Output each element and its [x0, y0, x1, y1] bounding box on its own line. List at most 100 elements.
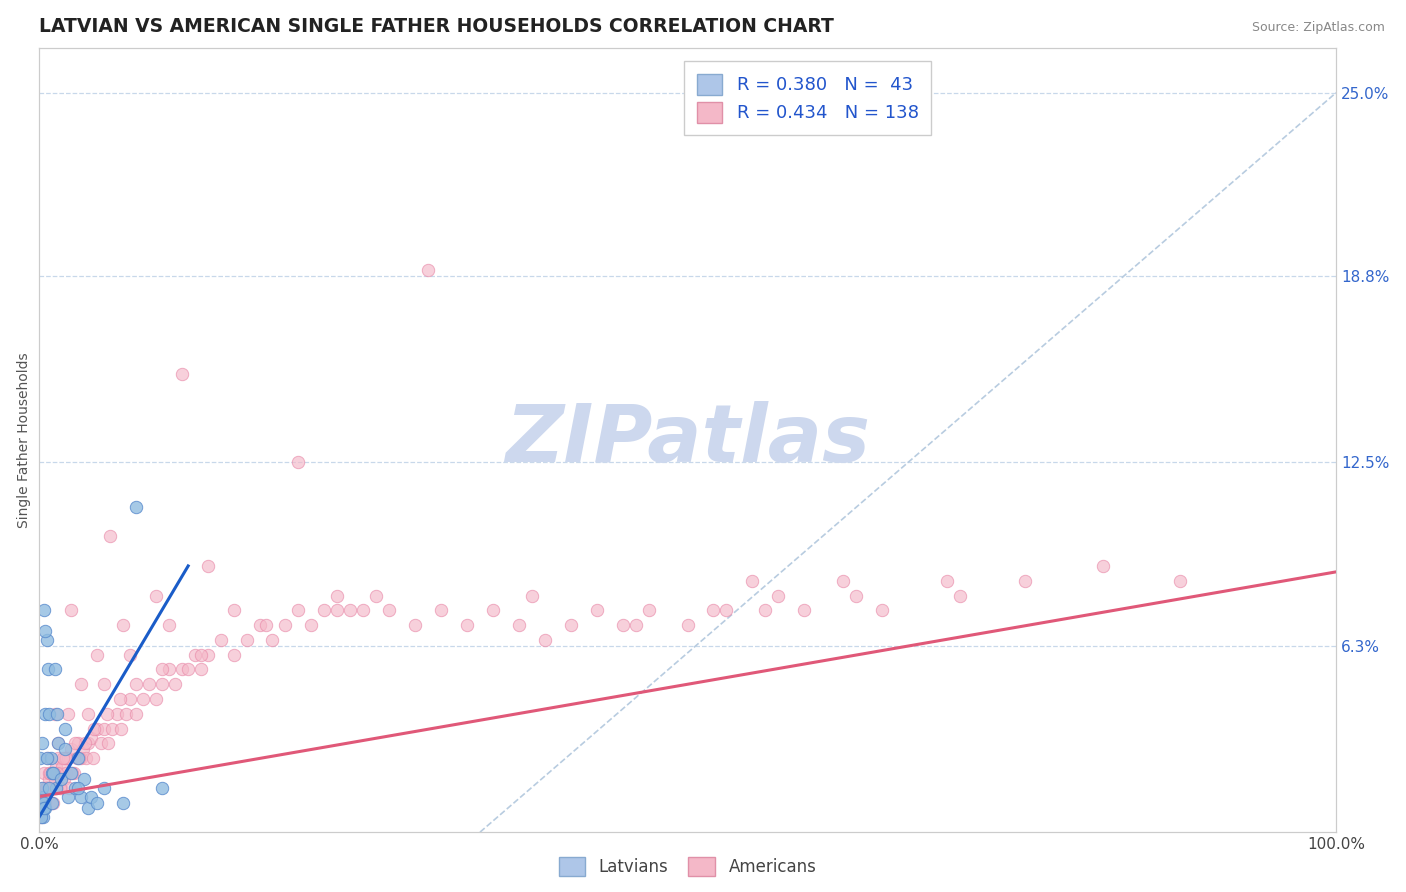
Point [34, 801, 56, 815]
Point [45, 780, 67, 795]
Point [86, 796, 108, 810]
Point [870, 603, 893, 617]
Point [80, 731, 103, 745]
Point [41, 796, 63, 810]
Point [110, 722, 132, 736]
Point [112, 796, 135, 810]
Point [44, 663, 66, 677]
Text: LATVIAN VS AMERICAN SINGLE FATHER HOUSEHOLDS CORRELATION CHART: LATVIAN VS AMERICAN SINGLE FATHER HOUSEH… [39, 17, 834, 36]
Point [287, 455, 309, 469]
Point [75, 751, 97, 765]
Point [222, 603, 245, 617]
Point [63, 736, 86, 750]
Point [326, 589, 349, 603]
Point [34, 624, 56, 638]
Point [612, 618, 634, 632]
Point [118, 648, 141, 662]
Point [32, 796, 55, 810]
Point [31, 801, 53, 815]
Point [49, 780, 72, 795]
Point [793, 603, 815, 617]
Point [845, 589, 868, 603]
Point [936, 574, 959, 588]
Point [82, 751, 104, 765]
Point [702, 603, 724, 617]
Point [235, 632, 257, 647]
Point [93, 677, 115, 691]
Point [32, 801, 55, 815]
Point [48, 736, 70, 750]
Point [93, 780, 115, 795]
Point [520, 589, 543, 603]
Point [170, 367, 193, 381]
Point [83, 722, 105, 736]
Point [768, 589, 790, 603]
Point [115, 706, 138, 721]
Point [67, 751, 90, 765]
Point [145, 589, 167, 603]
Point [98, 529, 121, 543]
Point [90, 736, 112, 750]
Point [1170, 574, 1192, 588]
Point [32, 796, 55, 810]
Point [108, 692, 131, 706]
Point [177, 663, 200, 677]
Point [73, 772, 96, 786]
Point [34, 706, 56, 721]
Point [60, 766, 83, 780]
Point [53, 751, 76, 765]
Point [314, 603, 336, 617]
Point [150, 663, 173, 677]
Point [35, 751, 58, 765]
Point [637, 603, 659, 617]
Point [157, 663, 180, 677]
Point [53, 722, 76, 736]
Point [418, 263, 440, 277]
Point [77, 736, 100, 750]
Point [190, 663, 212, 677]
Legend: Latvians, Americans: Latvians, Americans [553, 850, 823, 882]
Point [56, 789, 79, 804]
Point [52, 751, 75, 765]
Point [53, 742, 76, 756]
Point [55, 766, 77, 780]
Point [96, 706, 118, 721]
Point [125, 677, 148, 691]
Point [37, 780, 59, 795]
Point [254, 618, 277, 632]
Point [165, 677, 187, 691]
Point [31, 736, 53, 750]
Point [352, 603, 374, 617]
Point [49, 780, 72, 795]
Point [125, 500, 148, 514]
Point [38, 766, 60, 780]
Point [51, 760, 73, 774]
Point [66, 780, 89, 795]
Point [209, 632, 232, 647]
Point [60, 603, 83, 617]
Point [42, 766, 65, 780]
Point [76, 706, 98, 721]
Point [86, 722, 108, 736]
Point [48, 751, 70, 765]
Point [44, 772, 66, 786]
Point [32, 810, 55, 824]
Point [34, 796, 56, 810]
Point [150, 677, 173, 691]
Point [197, 648, 219, 662]
Point [35, 780, 58, 795]
Point [326, 603, 349, 617]
Point [299, 618, 322, 632]
Text: Source: ZipAtlas.com: Source: ZipAtlas.com [1251, 21, 1385, 34]
Point [32, 766, 55, 780]
Point [716, 603, 738, 617]
Point [138, 677, 160, 691]
Point [42, 766, 65, 780]
Point [45, 766, 67, 780]
Point [55, 751, 77, 765]
Point [37, 663, 59, 677]
Point [56, 706, 79, 721]
Point [77, 801, 100, 815]
Point [39, 751, 62, 765]
Point [38, 780, 60, 795]
